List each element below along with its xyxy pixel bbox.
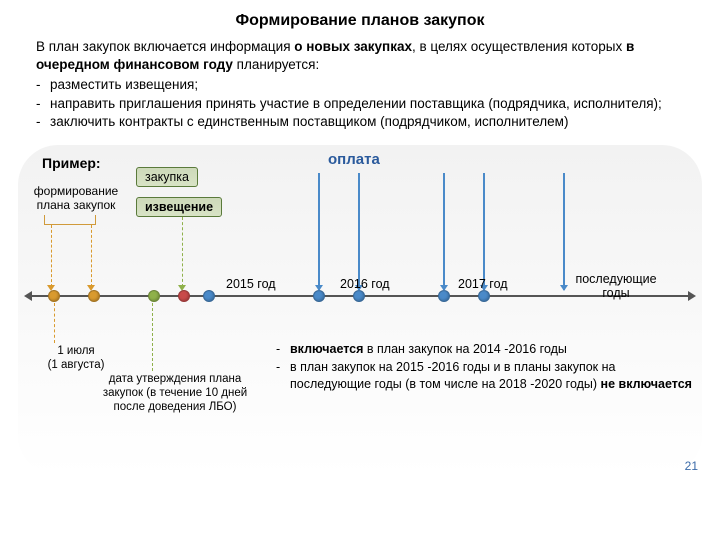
oplata-arrow: .pay-arrow::after{border-top:6px solid #… [483, 173, 485, 290]
timeline-dot [438, 290, 450, 302]
intro-bullets: -разместить извещения;-направить приглаш… [0, 74, 720, 139]
page-number: 21 [685, 459, 698, 473]
date-july: 1 июля (1 августа) [36, 345, 116, 373]
timeline-dot [88, 290, 100, 302]
date-july-l1: 1 июля [57, 345, 94, 357]
intro-text: В план закупок включается информация о н… [0, 38, 720, 74]
year-2016: 2016 год [340, 277, 390, 291]
oplata-arrow: .pay-arrow::after{border-top:6px solid #… [443, 173, 445, 290]
timeline-dot [48, 290, 60, 302]
notes-block: -включается в план закупок на 2014 -2016… [276, 341, 692, 394]
box-izvesh: извещение [136, 197, 222, 217]
timeline-dot [313, 290, 325, 302]
izvesh-line [182, 217, 183, 287]
date-approve: дата утверждения плана закупок (в течени… [100, 373, 250, 414]
formation-bracket [44, 215, 96, 225]
timeline-dot [178, 290, 190, 302]
date-line-2 [152, 303, 153, 371]
oplata-arrow: .pay-arrow::after{border-top:6px solid #… [358, 173, 360, 290]
example-diagram: Пример: формирование плана закупок закуп… [18, 145, 702, 475]
page-title: Формирование планов закупок [0, 0, 720, 38]
oplata-arrow: .pay-arrow::after{border-top:6px solid #… [563, 173, 565, 290]
date-line-1 [54, 303, 55, 343]
date-july-l2: (1 августа) [48, 359, 105, 371]
timeline-dot [148, 290, 160, 302]
timeline-dot [353, 290, 365, 302]
box-zakupka: закупка [136, 167, 198, 187]
year-2015: 2015 год [226, 277, 276, 291]
timeline-dot [203, 290, 215, 302]
example-label: Пример: [42, 155, 101, 171]
oplata-label: оплата [328, 151, 380, 168]
oplata-arrow: .pay-arrow::after{border-top:6px solid #… [318, 173, 320, 290]
formation-label: формирование плана закупок [30, 185, 122, 213]
formation-line-2 [91, 225, 92, 287]
timeline-dot [478, 290, 490, 302]
year-after: последующие годы [566, 273, 666, 301]
year-2017: 2017 год [458, 277, 508, 291]
formation-line-1 [51, 225, 52, 287]
